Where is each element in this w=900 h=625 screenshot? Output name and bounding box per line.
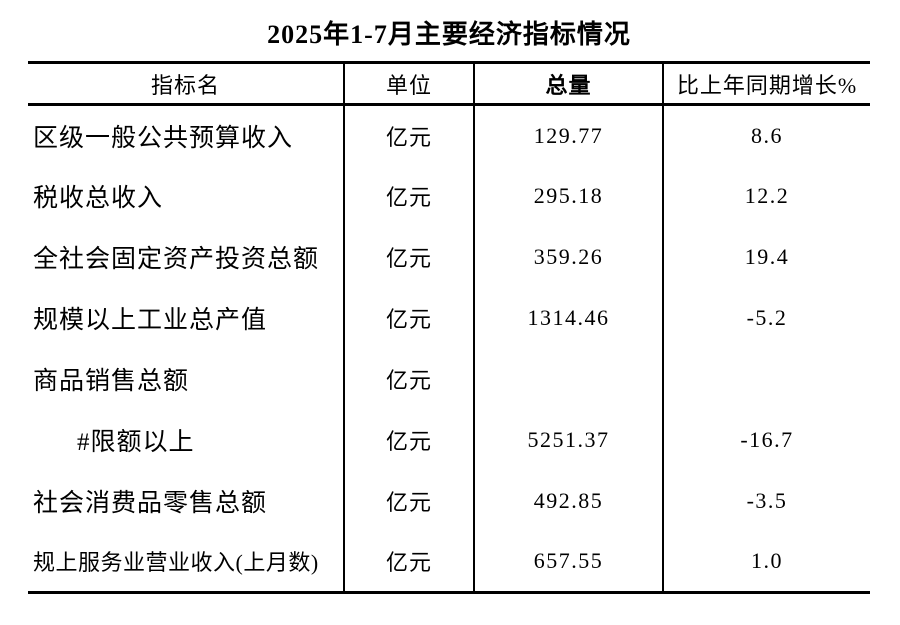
cell-growth: -3.5 <box>746 488 788 513</box>
cell-unit: 亿元 <box>344 470 475 532</box>
cell-growth: -16.7 <box>740 427 794 452</box>
cell-growth: -5.2 <box>746 305 788 330</box>
cell-growth: 1.0 <box>751 548 783 574</box>
cell-indicator: 区级一般公共预算收入 <box>28 104 345 166</box>
table-row: 全社会固定资产投资总额 亿元 359.26 19.4 <box>28 226 870 288</box>
cell-indicator: 全社会固定资产投资总额 <box>28 226 345 288</box>
cell-total: 657.55 <box>474 531 664 593</box>
cell-total: 295.18 <box>474 165 664 227</box>
cell-growth <box>663 349 870 410</box>
table-row: 商品销售总额 亿元 <box>28 348 870 410</box>
cell-growth: 12.2 <box>744 183 790 208</box>
cell-indicator: 社会消费品零售总额 <box>28 470 345 532</box>
table-row: 社会消费品零售总额 亿元 492.85 -3.5 <box>28 470 870 532</box>
cell-unit: 亿元 <box>344 165 475 227</box>
cell-indicator: 商品销售总额 <box>28 348 345 410</box>
cell-total <box>474 348 664 410</box>
cell-unit: 亿元 <box>344 287 475 349</box>
cell-unit: 亿元 <box>344 104 475 166</box>
table-row: #限额以上 亿元 5251.37 -16.7 <box>28 409 870 471</box>
economic-indicators-table: 指标名 单位 总量 比上年同期增长% 区级一般公共预算收入 亿元 129.77 … <box>28 61 870 594</box>
cell-indicator: #限额以上 <box>28 409 345 471</box>
header-growth: 比上年同期增长% <box>663 62 870 106</box>
header-total: 总量 <box>474 62 664 106</box>
header-unit: 单位 <box>344 62 475 106</box>
header-row: 指标名 单位 总量 比上年同期增长% <box>28 62 870 106</box>
table-row: 区级一般公共预算收入 亿元 129.77 8.6 <box>28 104 870 166</box>
cell-unit: 亿元 <box>344 531 475 593</box>
cell-indicator: 规模以上工业总产值 <box>28 287 345 349</box>
table-row: 规模以上工业总产值 亿元 1314.46 -5.2 <box>28 287 870 349</box>
cell-total: 359.26 <box>474 226 664 288</box>
table-body: 区级一般公共预算收入 亿元 129.77 8.6 税收总收入 亿元 295.18… <box>28 104 870 593</box>
table-row: 税收总收入 亿元 295.18 12.2 <box>28 165 870 227</box>
cell-total: 5251.37 <box>474 409 664 471</box>
cell-unit: 亿元 <box>344 226 475 288</box>
table-header: 指标名 单位 总量 比上年同期增长% <box>28 62 870 106</box>
cell-total: 1314.46 <box>474 287 664 349</box>
table-row: 规上服务业营业收入(上月数) 亿元 657.55 1.0 <box>28 531 870 593</box>
cell-indicator: 税收总收入 <box>28 165 345 227</box>
cell-total: 492.85 <box>474 470 664 532</box>
page-title: 2025年1-7月主要经济指标情况 <box>267 20 631 49</box>
cell-unit: 亿元 <box>344 348 475 410</box>
cell-growth: 19.4 <box>744 244 790 269</box>
cell-total: 129.77 <box>474 104 664 166</box>
cell-indicator: 规上服务业营业收入(上月数) <box>28 531 345 593</box>
header-indicator: 指标名 <box>28 62 345 106</box>
cell-growth: 8.6 <box>751 122 783 148</box>
cell-unit: 亿元 <box>344 409 475 471</box>
